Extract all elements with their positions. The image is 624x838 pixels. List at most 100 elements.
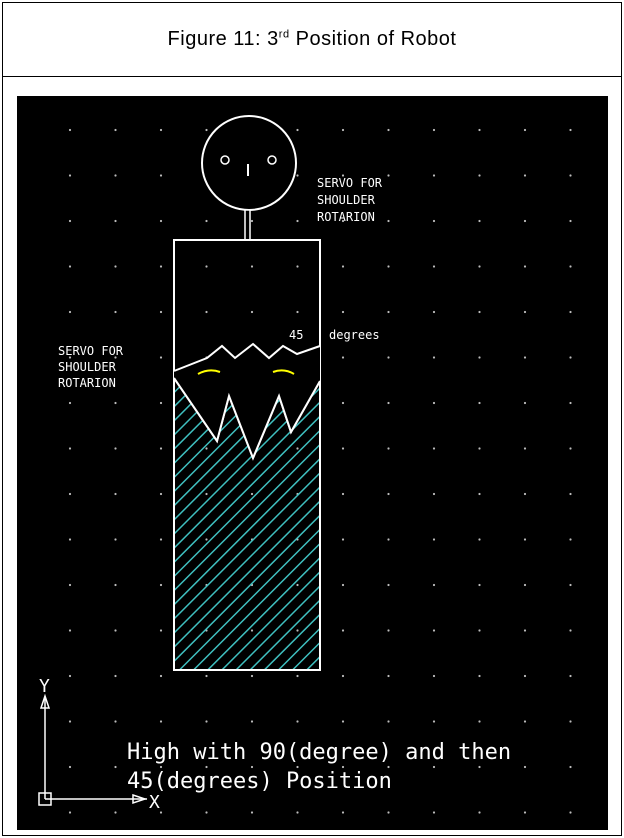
caption-prefix: Figure 11: 3 [167, 28, 279, 50]
grid-dot [432, 720, 436, 723]
servo-top-label-line1: SERVO FOR [317, 176, 383, 190]
grid-dot [159, 174, 163, 177]
grid-dot [250, 674, 254, 678]
grid-dot [159, 720, 163, 723]
robot-left-eye [220, 155, 230, 165]
grid-dot [250, 765, 254, 769]
grid-dot [478, 128, 481, 132]
grid-dot [296, 674, 299, 678]
grid-dot [478, 629, 481, 632]
grid-dot [569, 583, 572, 587]
grid-dot [341, 583, 345, 587]
grid-dot [341, 765, 345, 769]
servo-left-label-line3: ROTARION [58, 376, 116, 390]
grid-dot [523, 674, 527, 678]
grid-dot [569, 811, 572, 814]
grid-dot [523, 629, 527, 632]
angle-value-label: 45 [289, 328, 303, 342]
angle-arc-right [272, 369, 295, 375]
grid-dot [432, 492, 436, 496]
grid-dot [523, 401, 527, 405]
grid-dot [250, 720, 254, 723]
grid-dot [68, 128, 72, 132]
grid-dot [478, 674, 481, 678]
grid-dot [341, 629, 345, 632]
grid-dot [114, 401, 117, 405]
servo-top-label-line3: ROTARION [317, 210, 375, 224]
grid-dot [159, 811, 163, 814]
grid-dot [523, 219, 527, 223]
grid-dot [478, 265, 481, 268]
grid-dot [296, 310, 299, 314]
lower-cut-edge [173, 377, 321, 461]
figure-caption: Figure 11: 3rd Position of Robot [168, 28, 457, 51]
grid-dot [159, 765, 163, 769]
caption-superscript: rd [278, 28, 290, 41]
grid-dot [68, 538, 72, 541]
grid-dot [478, 219, 481, 223]
grid-dot [114, 629, 117, 632]
grid-dot [569, 629, 572, 632]
grid-dot [523, 765, 527, 769]
grid-dot [296, 128, 299, 132]
grid-dot [114, 174, 117, 177]
grid-dot [159, 492, 163, 496]
grid-dot [387, 583, 390, 587]
grid-dot [432, 310, 436, 314]
grid-dot [250, 265, 254, 268]
grid-dot [68, 447, 72, 450]
angle-unit-label: degrees [329, 328, 380, 342]
grid-dot [569, 401, 572, 405]
grid-dot [205, 765, 208, 769]
grid-dot [432, 174, 436, 177]
grid-dot [387, 401, 390, 405]
grid-dot [569, 310, 572, 314]
grid-dot [387, 720, 390, 723]
grid-dot [387, 765, 390, 769]
grid-dot [205, 310, 208, 314]
grid-dot [296, 265, 299, 268]
grid-dot [569, 265, 572, 268]
grid-dot [478, 401, 481, 405]
grid-dot [523, 811, 527, 814]
grid-dot [432, 447, 436, 450]
grid-dot [341, 356, 345, 359]
grid-dot [250, 811, 254, 814]
x-axis-label: X [149, 792, 160, 813]
angle-arc-left [197, 369, 221, 375]
grid-dot [68, 356, 72, 359]
caption-row: Figure 11: 3rd Position of Robot [3, 3, 621, 77]
grid-dot [478, 174, 481, 177]
grid-dot [114, 310, 117, 314]
grid-dot [478, 765, 481, 769]
grid-dot [432, 674, 436, 678]
servo-left-label-line1: SERVO FOR [58, 344, 124, 358]
robot-neck [244, 209, 251, 241]
grid-dot [432, 765, 436, 769]
grid-dot [341, 310, 345, 314]
grid-dot [341, 811, 345, 814]
grid-dot [296, 720, 299, 723]
grid-dot [159, 128, 163, 132]
grid-dot [478, 310, 481, 314]
grid-dot [159, 265, 163, 268]
grid-dot [114, 720, 117, 723]
grid-dot [296, 765, 299, 769]
grid-dot [68, 265, 72, 268]
grid-dot [432, 356, 436, 359]
grid-dot [159, 538, 163, 541]
upper-cut-edge [173, 342, 321, 372]
grid-dot [159, 629, 163, 632]
grid-dot [341, 128, 345, 132]
grid-dot [159, 401, 163, 405]
grid-dot [569, 538, 572, 541]
grid-dot [387, 128, 390, 132]
grid-dot [478, 447, 481, 450]
grid-dot [569, 447, 572, 450]
grid-dot [569, 765, 572, 769]
grid-dot [68, 219, 72, 223]
grid-dot [432, 538, 436, 541]
grid-dot [387, 219, 390, 223]
grid-dot [478, 492, 481, 496]
grid-dot [523, 447, 527, 450]
